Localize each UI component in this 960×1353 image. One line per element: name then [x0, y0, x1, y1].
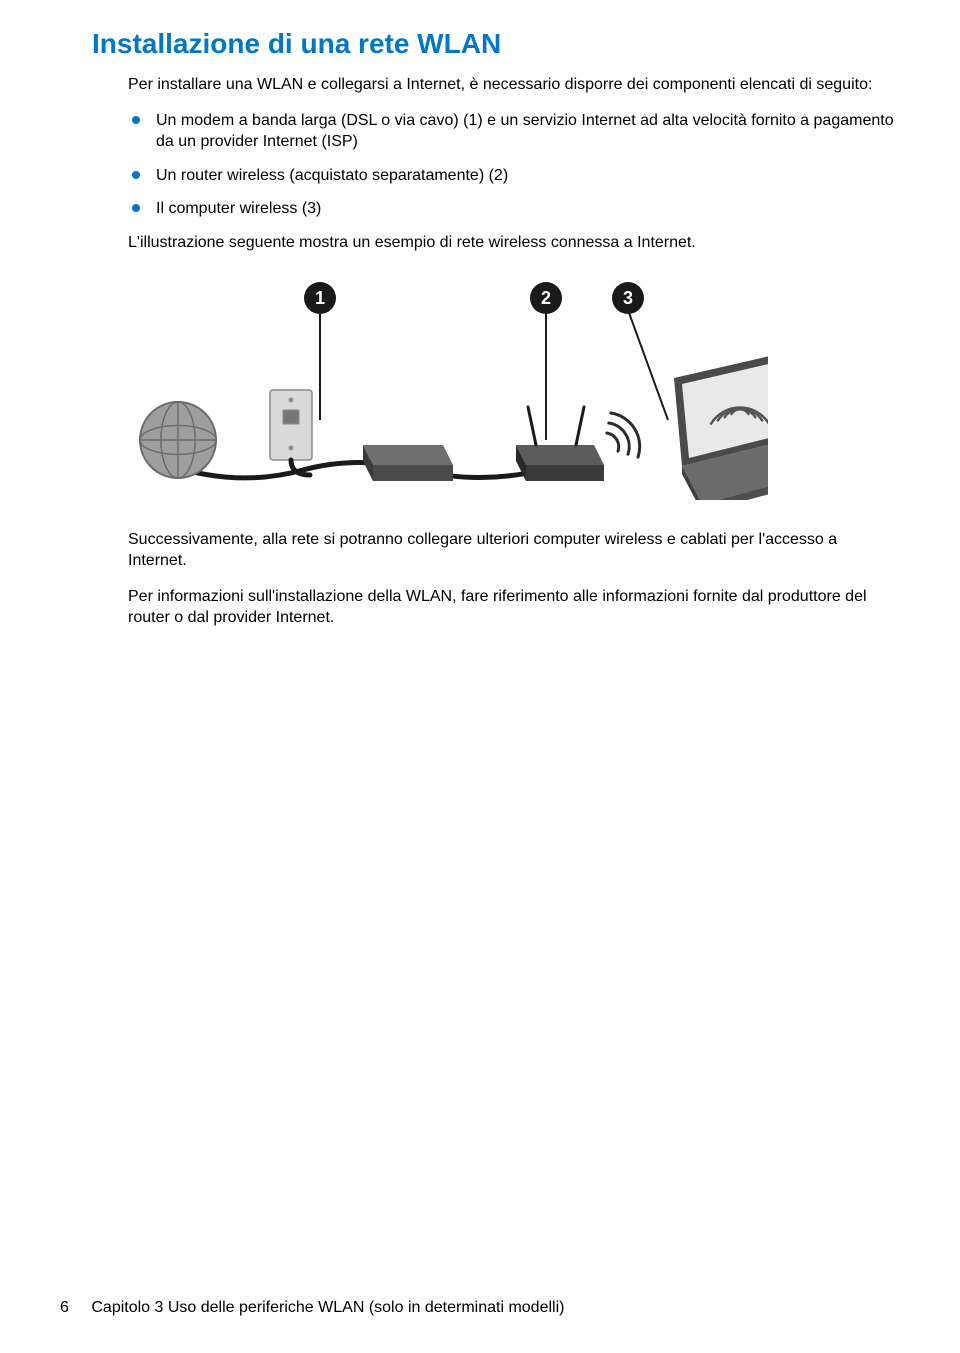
- bullet-item: Un modem a banda larga (DSL o via cavo) …: [128, 110, 900, 153]
- svg-text:3: 3: [623, 288, 633, 308]
- page-heading: Installazione di una rete WLAN: [92, 28, 900, 60]
- bullet-item: Il computer wireless (3): [128, 198, 900, 220]
- svg-text:1: 1: [315, 288, 325, 308]
- paragraph-extend-network: Successivamente, alla rete si potranno c…: [128, 529, 900, 572]
- paragraph-more-info: Per informazioni sull'installazione dell…: [128, 586, 900, 629]
- chapter-title: Capitolo 3 Uso delle periferiche WLAN (s…: [91, 1299, 564, 1316]
- component-bullet-list: Un modem a banda larga (DSL o via cavo) …: [128, 110, 900, 220]
- bullet-item: Un router wireless (acquistato separatam…: [128, 165, 900, 187]
- page-footer: 6 Capitolo 3 Uso delle periferiche WLAN …: [60, 1299, 564, 1317]
- intro-paragraph: Per installare una WLAN e collegarsi a I…: [128, 74, 900, 96]
- page-body: Installazione di una rete WLAN Per insta…: [0, 0, 960, 629]
- illustration-caption: L'illustrazione seguente mostra un esemp…: [128, 232, 900, 254]
- network-diagram: 1 2 3: [128, 270, 900, 505]
- network-diagram-svg: 1 2 3: [128, 270, 768, 500]
- svg-text:2: 2: [541, 288, 551, 308]
- page-number: 6: [60, 1299, 69, 1317]
